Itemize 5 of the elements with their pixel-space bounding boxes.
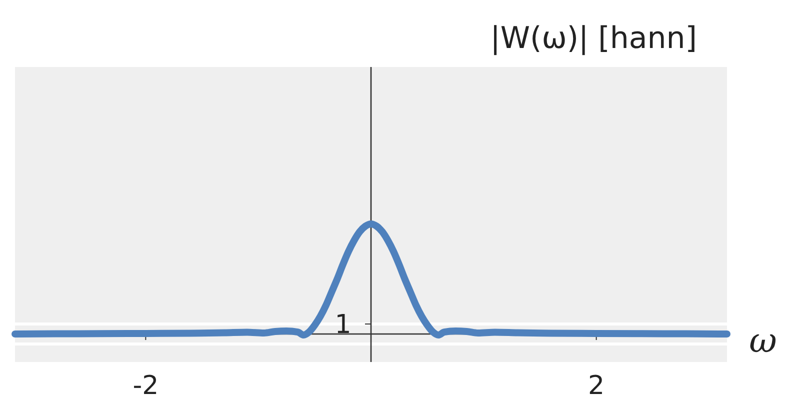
x-axis-title: ω [749,321,777,361]
x-tick-label: 2 [588,371,605,400]
x-tick-label: -2 [132,371,159,400]
chart-title: |W(ω)| [hann] [490,21,697,56]
annotation: 1 [334,310,352,340]
